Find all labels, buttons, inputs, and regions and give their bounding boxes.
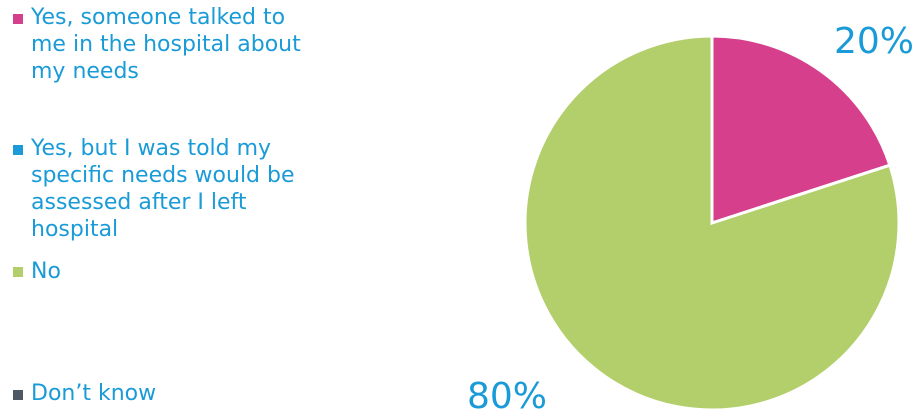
legend-label: Yes, but I was told my specific needs wo…: [31, 136, 295, 242]
legend-marker-gray: [13, 390, 23, 400]
pie-chart: [523, 34, 901, 412]
legend-label: Don’t know: [31, 381, 157, 406]
legend-marker-blue: [13, 145, 23, 155]
legend-label: No: [31, 259, 61, 284]
legend-marker-green: [13, 267, 23, 277]
chart-legend: Yes, someone talked to me in the hospita…: [0, 0, 320, 413]
pie-slice-no: [523, 34, 901, 412]
pie-slice-yes-talked: [710, 34, 892, 226]
slice-label-no...: 20%: [834, 21, 913, 62]
legend-label: Yes, someone talked to me in the hospita…: [31, 5, 301, 84]
slice-label-80: 80%: [467, 376, 548, 417]
legend-marker-pink: [13, 14, 23, 24]
